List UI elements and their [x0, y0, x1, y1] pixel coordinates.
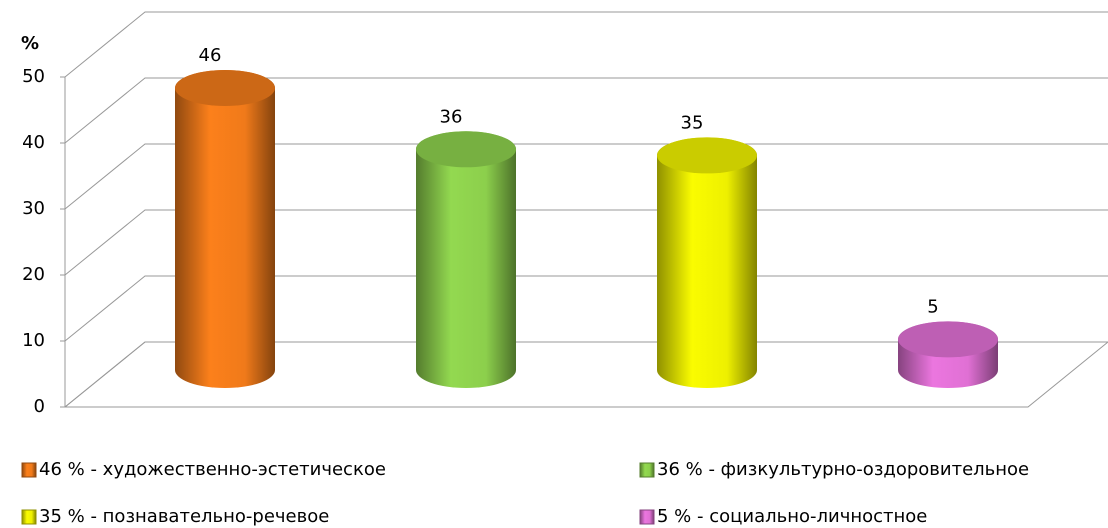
legend-swatch [21, 462, 37, 478]
bar-top [898, 321, 998, 358]
y-tick-label: 40 [22, 132, 45, 153]
bar [416, 131, 516, 388]
legend-label: 5 % - социально-личностное [657, 506, 927, 527]
bar-top [175, 70, 275, 106]
legend-swatch [639, 462, 655, 478]
bar-top [416, 131, 516, 168]
grid-line [64, 341, 1108, 408]
value-label: 36 [440, 106, 463, 127]
value-label: 46 [199, 45, 222, 66]
bar-top [657, 137, 757, 174]
grid-line [64, 11, 1108, 78]
y-axis-label: % [21, 33, 39, 54]
y-tick-label: 30 [22, 198, 45, 219]
bar [175, 70, 275, 388]
y-tick-label: 20 [22, 264, 45, 285]
grid-line [64, 275, 1108, 342]
grid-line [64, 77, 1108, 144]
y-tick-label: 50 [22, 66, 45, 87]
grid-line [64, 209, 1108, 276]
y-tick-label: 0 [34, 396, 45, 417]
legend-label: 36 % - физкультурно-оздоровительное [657, 459, 1029, 480]
legend-label: 35 % - познавательно-речевое [39, 506, 329, 527]
legend-swatch [21, 509, 37, 525]
bar [657, 137, 757, 388]
y-tick-label: 10 [22, 330, 45, 351]
legend-label: 46 % - художественно-эстетическое [39, 459, 386, 480]
grid-line [64, 143, 1108, 210]
value-label: 35 [681, 112, 704, 133]
value-label: 5 [927, 296, 938, 317]
legend-swatch [639, 509, 655, 525]
